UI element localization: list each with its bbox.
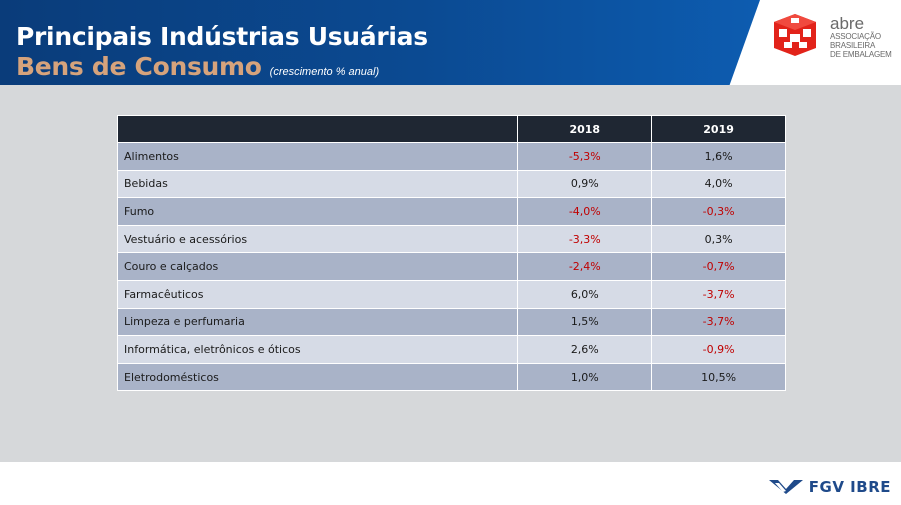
value-2019: -0,3% [651,197,786,226]
header-2019: 2019 [651,115,786,143]
value-2018: 1,5% [517,307,653,337]
abre-logo-line2: BRASILEIRA [830,41,876,50]
value-2019: 1,6% [651,142,786,171]
row-label: Bebidas [116,169,519,199]
table-row: Eletrodomésticos 1,0% 10,5% [116,362,786,392]
abre-logo-name: abre [830,14,865,33]
page-title: Principais Indústrias Usuárias [16,22,428,51]
value-2018: -5,3% [517,142,653,171]
row-label: Vestuário e acessórios [116,224,519,254]
abre-logo: abre ASSOCIAÇÃO BRASILEIRA DE EMBALAGEM [766,12,896,74]
header-2018: 2018 [517,115,653,143]
row-label: Fumo [116,197,519,226]
title-banner [0,0,760,85]
subtitle-row: Bens de Consumo (crescimento % anual) [16,52,379,81]
page-subtitle: Bens de Consumo [16,52,262,81]
value-2018: 6,0% [517,279,653,309]
value-2019: 10,5% [651,362,786,392]
table-row: Couro e calçados -2,4% -0,7% [116,252,786,281]
fgv-ibre-text: FGV IBRE [808,478,891,496]
abre-cube-logo-icon [774,14,816,56]
row-label: Informática, eletrônicos e óticos [116,335,519,364]
row-label: Alimentos [116,142,519,171]
value-2019: 0,3% [651,224,786,254]
row-label: Farmacêuticos [116,279,519,309]
value-2018: -3,3% [517,224,653,254]
value-2018: 1,0% [517,362,653,392]
value-2019: -0,9% [651,335,786,364]
value-2018: -4,0% [517,197,653,226]
subtitle-note: (crescimento % anual) [269,66,380,78]
abre-logo-line1: ASSOCIAÇÃO [830,32,881,41]
abre-logo-line3: DE EMBALAGEM [830,50,892,59]
table-row: Farmacêuticos 6,0% -3,7% [116,279,786,309]
abre-logo-text: abre ASSOCIAÇÃO BRASILEIRA DE EMBALAGEM [830,14,900,59]
row-label: Eletrodomésticos [116,362,519,392]
row-label: Couro e calçados [116,252,519,281]
footer-band [0,462,901,505]
value-2019: -3,7% [651,279,786,309]
row-label: Limpeza e perfumaria [116,307,519,337]
header-label-cell [116,115,519,143]
value-2019: -0,7% [651,252,786,281]
fgv-chevron-logo-icon [768,480,803,494]
table-row: Bebidas 0,9% 4,0% [116,169,786,199]
table-header-row: 2018 2019 [116,115,786,143]
value-2018: 2,6% [517,335,653,364]
value-2019: -3,7% [651,307,786,337]
fgv-ibre-logo: FGV IBRE [768,478,891,496]
table-row: Informática, eletrônicos e óticos 2,6% -0,… [116,335,786,364]
table-row: Alimentos -5,3% 1,6% [116,142,786,171]
growth-table: 2018 2019 Alimentos -5,3% 1,6% Bebidas 0,9% 4… [116,115,786,392]
value-2019: 4,0% [651,169,786,199]
table-row: Fumo -4,0% -0,3% [116,197,786,226]
table-row: Limpeza e perfumaria 1,5% -3,7% [116,307,786,337]
value-2018: -2,4% [517,252,653,281]
table-row: Vestuário e acessórios -3,3% 0,3% [116,224,786,254]
value-2018: 0,9% [517,169,653,199]
